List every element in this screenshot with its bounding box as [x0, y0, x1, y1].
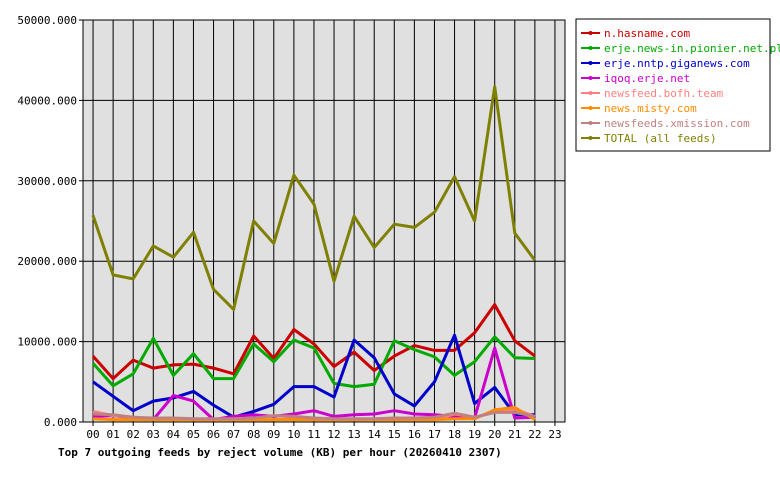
legend-marker [588, 61, 593, 65]
x-tick-label: 16 [408, 428, 421, 441]
legend-marker [588, 106, 593, 110]
legend-marker [588, 121, 593, 125]
y-tick-label: 20000.000 [17, 255, 77, 268]
x-tick-label: 07 [227, 428, 240, 441]
legend-marker [588, 76, 593, 80]
series-line-6 [92, 410, 536, 421]
y-tick-label: 30000.000 [17, 175, 77, 188]
series-line-2 [92, 333, 535, 419]
x-tick-label: 09 [267, 428, 280, 441]
x-tick-label: 12 [327, 428, 340, 441]
series-line-5 [92, 406, 536, 422]
legend-marker [588, 46, 593, 50]
legend-entry: erje.nntp.giganews.com [604, 57, 750, 70]
legend-entry: news.misty.com [604, 102, 697, 115]
x-tick-label: 01 [107, 428, 120, 441]
x-tick-label: 18 [448, 428, 461, 441]
legend-marker [588, 136, 593, 140]
x-axis: 00 01 02 03 04 05 06 07 08 09 10 11 12 13 14 15 16 17 18 19… [86, 422, 562, 441]
legend-entry: TOTAL (all feeds) [604, 132, 717, 145]
legend-box [575, 18, 771, 152]
legend: n.hasname.com erje.news-in.pionier.net.pl… [575, 18, 780, 152]
x-tick-label: 06 [207, 428, 220, 441]
y-tick-label: 50000.000 [17, 14, 77, 27]
legend-entry: newsfeed.bofh.team [604, 87, 724, 100]
x-tick-label: 15 [388, 428, 401, 441]
x-tick-label: 10 [287, 428, 300, 441]
legend-entry: n.hasname.com [604, 27, 690, 40]
x-tick-label: 23 [548, 428, 561, 441]
y-tick-label: 40000.000 [17, 94, 77, 107]
y-tick-label: 0.000 [44, 416, 77, 429]
x-tick-label: 04 [167, 428, 181, 441]
legend-marker [588, 31, 593, 35]
series-lines [91, 85, 537, 422]
x-tick-label: 19 [468, 428, 481, 441]
x-tick-label: 11 [307, 428, 320, 441]
legend-entry: iqoq.erje.net [604, 72, 690, 85]
x-tick-label: 03 [147, 428, 160, 441]
x-tick-label: 00 [86, 428, 99, 441]
x-tick-label: 22 [528, 428, 541, 441]
series-line-7 [91, 85, 537, 311]
y-tick-label: 10000.000 [17, 336, 77, 349]
x-tick-label: 05 [187, 428, 200, 441]
chart-title: Top 7 outgoing feeds by reject volume (K… [58, 446, 502, 459]
plot-area [82, 19, 566, 423]
series-line-3 [92, 346, 535, 422]
y-axis: 0.000 10000.000 20000.000 30000.000 40000.00… [17, 14, 83, 429]
x-tick-label: 02 [127, 428, 140, 441]
x-tick-label: 14 [368, 428, 382, 441]
legend-entry: newsfeeds.xmission.com [604, 117, 750, 130]
x-tick-label: 17 [428, 428, 441, 441]
series-line-1 [91, 335, 535, 389]
legend-entry: erje.news-in.pionier.net.pl [604, 42, 780, 55]
x-tick-label: 20 [488, 428, 501, 441]
x-tick-label: 08 [247, 428, 260, 441]
x-tick-label: 13 [348, 428, 361, 441]
legend-marker [588, 91, 593, 95]
x-tick-label: 21 [508, 428, 521, 441]
